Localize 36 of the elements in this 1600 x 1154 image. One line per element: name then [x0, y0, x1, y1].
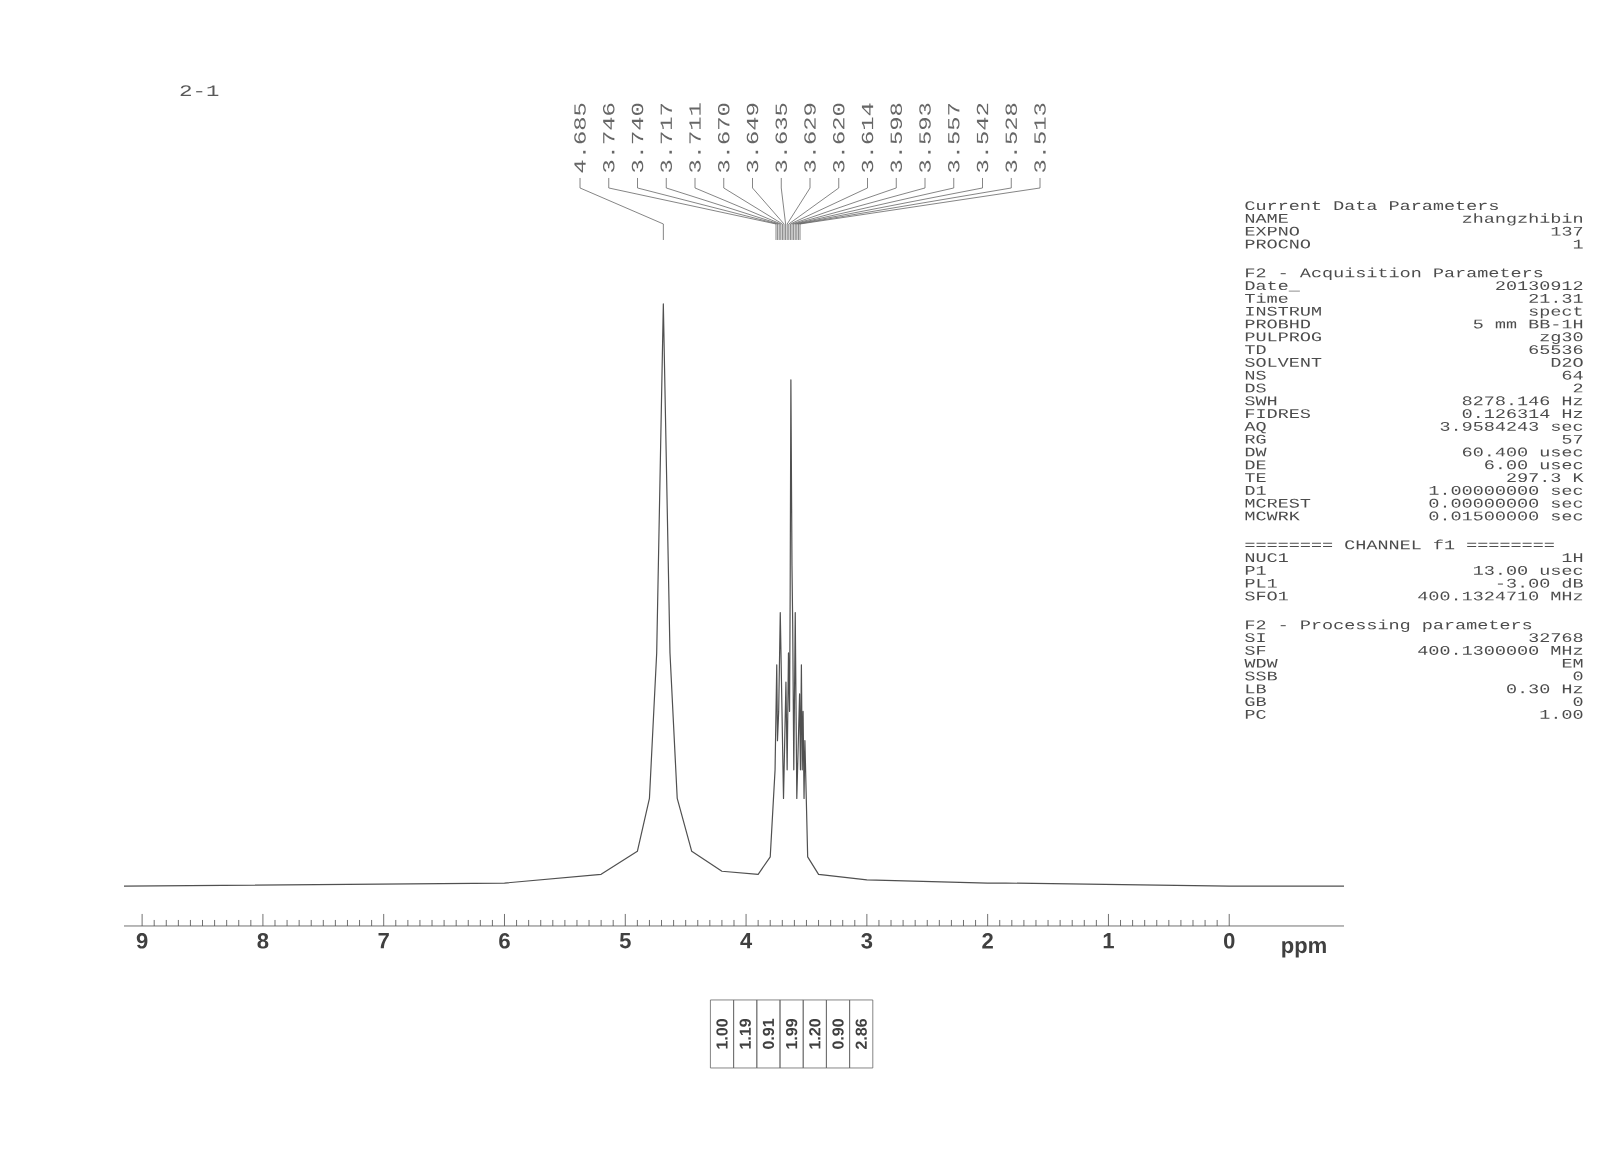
text: 0.91 — [762, 1018, 775, 1049]
text: 3.629 — [804, 103, 816, 173]
text: 3.717 — [660, 104, 673, 173]
text: 3.528 — [1005, 103, 1018, 173]
text: 3.740 — [631, 103, 644, 173]
text: 3.598 — [890, 103, 903, 173]
text: 4.685 — [574, 103, 586, 173]
text: 2.86 — [855, 1018, 867, 1049]
text: 3.593 — [919, 103, 931, 173]
chart-title: 2-1 — [180, 85, 219, 96]
x-tick-label: 8 — [257, 933, 269, 949]
x-tick-label: 6 — [499, 933, 510, 949]
text: 3.670 — [717, 103, 730, 173]
text: 3.746 — [602, 103, 615, 173]
x-tick-label: 2 — [982, 933, 993, 949]
x-axis-title: ppm — [1282, 941, 1326, 958]
text: 1.99 — [785, 1018, 798, 1049]
text: 3.635 — [775, 103, 788, 173]
text: 3.614 — [861, 103, 874, 173]
x-tick-label: 9 — [136, 933, 148, 949]
text: 1.00 — [716, 1019, 728, 1049]
x-tick-label: 4 — [740, 933, 753, 949]
x-tick-label: 0 — [1224, 933, 1235, 949]
text: 1.19 — [739, 1018, 751, 1049]
text: 3.513 — [1034, 103, 1046, 173]
x-tick-label: 1 — [1103, 933, 1114, 949]
text: 3.649 — [746, 103, 759, 173]
x-tick-label: 3 — [861, 933, 873, 949]
x-tick-label: 5 — [619, 933, 631, 949]
text: 3.711 — [689, 103, 701, 173]
text: 1.20 — [809, 1019, 821, 1049]
text: 3.557 — [947, 104, 960, 173]
x-tick-label: 7 — [378, 933, 389, 949]
text: 0.90 — [832, 1019, 844, 1049]
text: 3.542 — [976, 103, 989, 173]
text: 3.620 — [832, 103, 845, 173]
